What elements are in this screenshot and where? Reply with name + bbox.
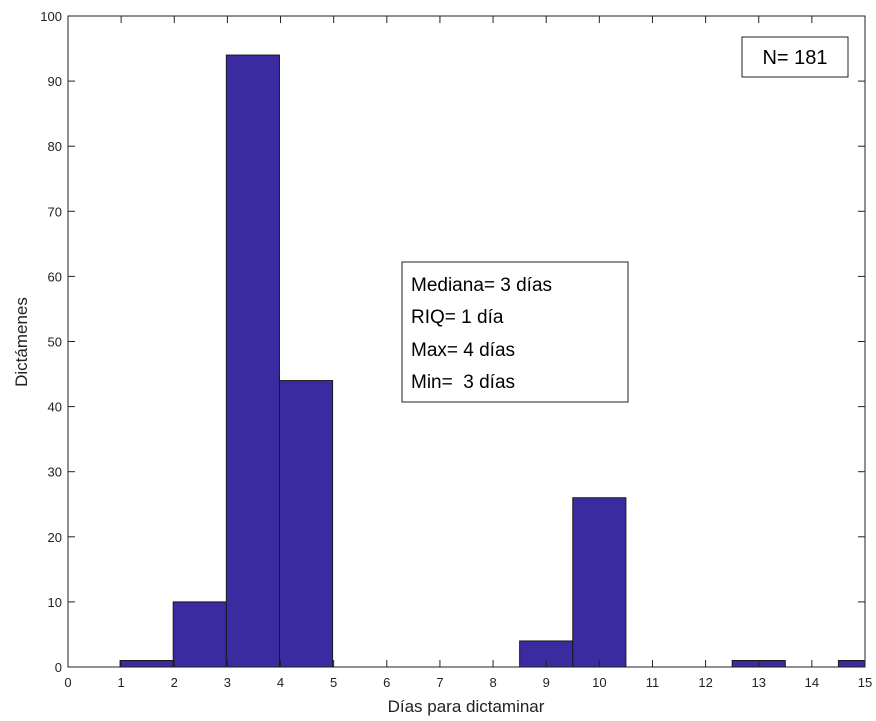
x-tick-label: 13 [751,675,765,690]
histogram-bar [837,659,866,668]
stats-line-max: Max= 4 días [411,340,515,361]
x-tick-label: 14 [805,675,819,690]
y-tick-label: 30 [48,465,62,480]
histogram-bar [172,601,227,668]
y-tick-label: 0 [55,660,62,675]
histogram-bar [278,380,334,668]
stats-line-iqr: RIQ= 1 día [411,307,504,328]
x-tick-label: 3 [224,675,231,690]
n-label: N= 181 [762,47,827,69]
n-label-box [741,36,849,78]
y-axis-ticks: 0 10 20 30 40 50 60 70 80 90 100 [40,9,865,675]
bars-group [119,54,866,668]
y-tick-label: 40 [48,400,62,415]
x-tick-label: 4 [277,675,284,690]
y-tick-label: 80 [48,139,62,154]
histogram-bar [225,54,280,668]
y-tick-label: 50 [48,335,62,350]
y-tick-label: 70 [48,204,62,219]
stats-box [401,261,629,403]
stats-line-median: Mediana= 3 días [411,275,552,296]
x-tick-label: 1 [118,675,125,690]
x-axis-ticks: 0 1 2 3 4 5 6 7 8 9 10 11 12 13 14 15 [64,16,872,690]
y-tick-label: 20 [48,530,62,545]
x-tick-label: 15 [858,675,872,690]
y-tick-label: 10 [48,595,62,610]
x-axis-label: Días para dictaminar [388,697,545,716]
y-tick-label: 90 [48,74,62,89]
x-tick-label: 9 [543,675,550,690]
y-axis-label: Dictámenes [12,297,31,387]
x-tick-label: 11 [646,675,660,690]
x-tick-label: 7 [436,675,443,690]
x-tick-label: 10 [592,675,606,690]
x-tick-label: 8 [489,675,496,690]
x-tick-label: 2 [171,675,178,690]
y-tick-label: 60 [48,269,62,284]
stats-line-min: Min= 3 días [411,372,515,393]
histogram-bar [119,659,174,668]
histogram-bar [572,497,627,668]
y-tick-label: 100 [40,9,62,24]
x-tick-label: 6 [383,675,390,690]
x-tick-label: 0 [64,675,71,690]
x-tick-label: 12 [698,675,712,690]
x-tick-label: 5 [330,675,337,690]
